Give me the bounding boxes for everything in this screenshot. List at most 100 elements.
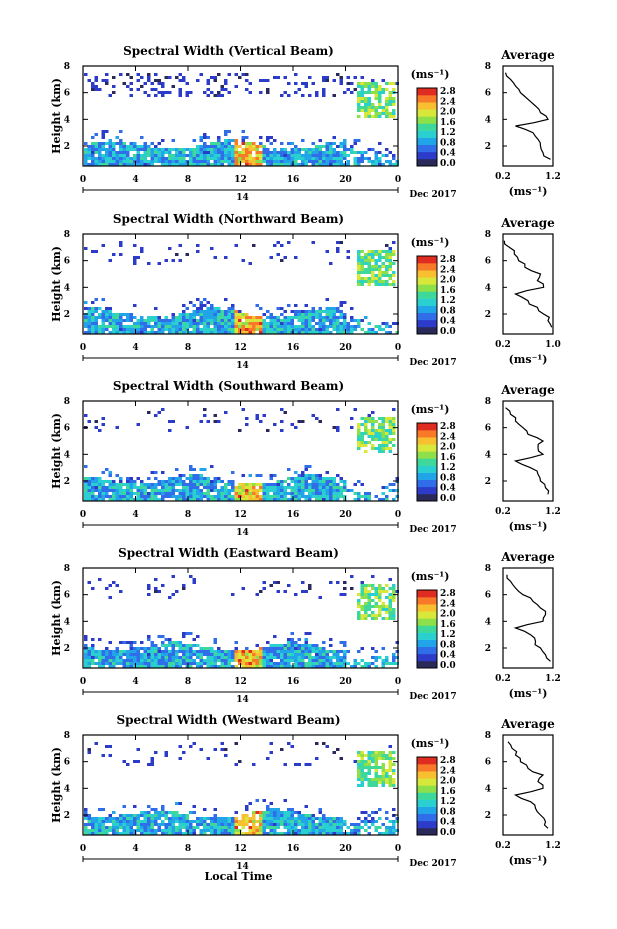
heatmap-cell	[98, 151, 102, 154]
heatmap-cell	[220, 832, 224, 835]
heatmap-cell	[227, 154, 231, 157]
heatmap-cell	[346, 662, 350, 665]
heatmap-cell	[87, 322, 91, 325]
heatmap-cell	[357, 271, 361, 274]
heatmap-cell	[182, 650, 186, 653]
heatmap-cell	[238, 820, 242, 823]
heatmap-cell	[329, 142, 333, 145]
heatmap-cell	[122, 492, 126, 495]
heatmap-cell	[105, 160, 109, 163]
heatmap-cell	[290, 823, 294, 826]
heatmap-cell	[122, 817, 126, 820]
heatmap-cell	[388, 826, 392, 829]
heatmap-cell	[154, 817, 158, 820]
heatmap-cell	[189, 653, 193, 656]
heatmap-cell	[168, 596, 172, 599]
heatmap-cell	[150, 814, 154, 817]
heatmap-cell	[234, 319, 238, 322]
heatmap-cell	[290, 814, 294, 817]
heatmap-cell	[378, 817, 382, 820]
heatmap-cell	[388, 745, 392, 748]
heatmap-cell	[353, 760, 357, 763]
heatmap-cell	[189, 832, 193, 835]
heatmap-cell	[94, 426, 98, 429]
heatmap-cell	[325, 483, 329, 486]
heatmap-cell	[332, 316, 336, 319]
heatmap-cell	[280, 644, 284, 647]
heatmap-cell	[269, 489, 273, 492]
heatmap-cell	[357, 253, 361, 256]
heatmap-cell	[297, 486, 301, 489]
heatmap-cell	[94, 817, 98, 820]
heatmap-cell	[273, 823, 277, 826]
heatmap-cell	[371, 760, 375, 763]
heatmap-cell	[189, 474, 193, 477]
heatmap-cell	[388, 100, 392, 103]
heatmap-cell	[392, 823, 396, 826]
heatmap-cell	[168, 829, 172, 832]
heatmap-cell	[192, 304, 196, 307]
heatmap-cell	[154, 751, 158, 754]
heatmap-cell	[301, 659, 305, 662]
heatmap-cell	[346, 76, 350, 79]
heatmap-cell	[304, 641, 308, 644]
heatmap-cell	[259, 647, 263, 650]
heatmap-cell	[266, 486, 270, 489]
heatmap-cell	[213, 420, 217, 423]
heatmap-cell	[266, 820, 270, 823]
heatmap-cell	[378, 832, 382, 835]
heatmap-cell	[84, 331, 88, 334]
heatmap-cell	[192, 805, 196, 808]
heatmap-cell	[374, 781, 378, 784]
heatmap-cell	[308, 331, 312, 334]
heatmap-cell	[87, 157, 91, 160]
heatmap-cell	[213, 829, 217, 832]
heatmap-cell	[346, 82, 350, 85]
heatmap-cell	[325, 826, 329, 829]
heatmap-cell	[192, 325, 196, 328]
heatmap-cell	[346, 331, 350, 334]
heatmap-cell	[231, 322, 235, 325]
heatmap-cell	[381, 417, 385, 420]
heatmap-cell	[297, 832, 301, 835]
heatmap-cell	[360, 757, 364, 760]
heatmap-cell	[119, 241, 123, 244]
heatmap-cell	[245, 832, 249, 835]
heatmap-cell	[301, 644, 305, 647]
heatmap-cell	[147, 665, 151, 668]
heatmap-cell	[108, 325, 112, 328]
heatmap-cell	[269, 826, 273, 829]
heatmap-cell	[315, 829, 319, 832]
heatmap-cell	[392, 112, 396, 115]
heatmap-cell	[98, 157, 102, 160]
heatmap-cell	[189, 163, 193, 166]
heatmap-cell	[150, 498, 154, 501]
heatmap-cell	[203, 316, 207, 319]
heatmap-cell	[220, 650, 224, 653]
heatmap-cell	[332, 154, 336, 157]
heatmap-cell	[325, 832, 329, 835]
heatmap-cell	[94, 316, 98, 319]
heatmap-cell	[175, 160, 179, 163]
heatmap-cell	[220, 486, 224, 489]
heatmap-cell	[385, 662, 389, 665]
heatmap-cell	[133, 163, 137, 166]
heatmap-cell	[262, 492, 266, 495]
heatmap-cell	[199, 650, 203, 653]
heatmap-cell	[273, 644, 277, 647]
heatmap-cell	[182, 584, 186, 587]
heatmap-cell	[129, 477, 133, 480]
heatmap-cell	[248, 650, 252, 653]
heatmap-cell	[374, 262, 378, 265]
heatmap-cell	[217, 73, 221, 76]
heatmap-cell	[318, 313, 322, 316]
heatmap-cell	[283, 480, 287, 483]
heatmap-cell	[241, 587, 245, 590]
heatmap-cell	[189, 483, 193, 486]
heatmap-cell	[374, 665, 378, 668]
heatmap-cell	[150, 316, 154, 319]
heatmap-cell	[210, 647, 214, 650]
heatmap-cell	[346, 148, 350, 151]
heatmap-cell	[122, 319, 126, 322]
